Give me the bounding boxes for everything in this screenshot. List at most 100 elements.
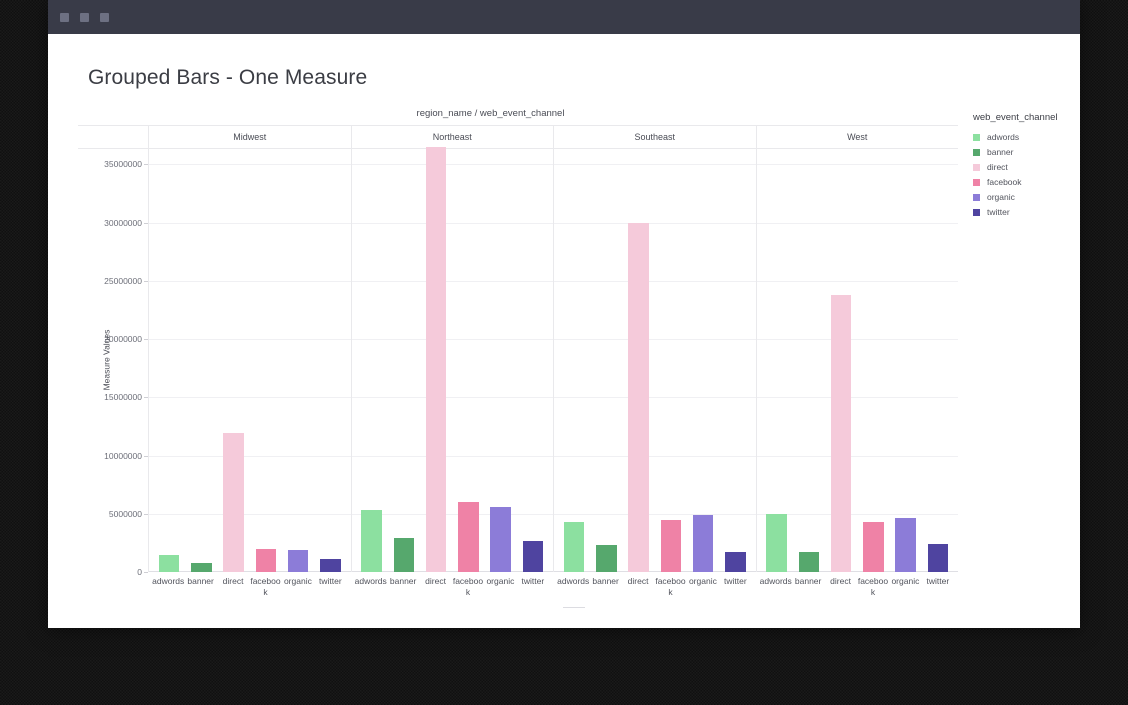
facet-header-west: West bbox=[847, 132, 868, 142]
bar-southeast-organic[interactable] bbox=[692, 514, 714, 572]
chart-title: region_name / web_event_channel bbox=[416, 108, 565, 119]
gridline bbox=[756, 513, 958, 515]
x-axis-tick-twitter: twitter bbox=[521, 576, 545, 586]
gridline bbox=[351, 397, 553, 399]
legend-item-organic[interactable]: organic bbox=[973, 192, 1128, 202]
bar-northeast-facebook[interactable] bbox=[458, 502, 479, 572]
bar-west-direct[interactable] bbox=[830, 294, 852, 572]
bar-cell bbox=[825, 147, 857, 572]
legend-label: banner bbox=[987, 147, 1014, 157]
facet-header-midwest: Midwest bbox=[149, 126, 352, 148]
bar-cell bbox=[857, 147, 889, 572]
bar-midwest-facebook[interactable] bbox=[255, 548, 277, 572]
legend-swatch-icon bbox=[973, 178, 980, 186]
gridline bbox=[149, 397, 351, 399]
legend-item-twitter[interactable]: twitter bbox=[973, 207, 1128, 217]
facet-panel-midwest bbox=[149, 147, 352, 572]
gridline bbox=[554, 455, 756, 457]
legend-swatch-icon bbox=[973, 148, 980, 156]
gridline bbox=[554, 164, 756, 166]
gridline bbox=[351, 222, 553, 224]
legend-item-facebook[interactable]: facebook bbox=[973, 177, 1128, 187]
legend-title: web_event_channel bbox=[973, 112, 1058, 123]
gridline bbox=[149, 280, 351, 282]
app-window: Grouped Bars - One Measure region_name /… bbox=[48, 0, 1080, 628]
bar-southeast-direct[interactable] bbox=[628, 222, 649, 572]
bar-northeast-organic[interactable] bbox=[490, 506, 511, 572]
bar-cell bbox=[185, 147, 217, 572]
gridline bbox=[756, 164, 958, 166]
bar-group bbox=[149, 147, 351, 572]
bar-cell bbox=[517, 147, 549, 572]
facet-panel-west bbox=[756, 147, 959, 572]
bar-west-adwords[interactable] bbox=[766, 513, 787, 572]
legend-swatch-icon bbox=[973, 193, 980, 201]
bar-midwest-organic[interactable] bbox=[287, 549, 309, 572]
gridline bbox=[554, 222, 756, 224]
gridline bbox=[554, 513, 756, 515]
bar-midwest-direct[interactable] bbox=[223, 433, 244, 572]
x-axis-panel-west: adwords banner direct facebook organic twitte… bbox=[756, 572, 959, 608]
x-axis-tick-direct: direct bbox=[425, 576, 446, 586]
bar-cell bbox=[719, 147, 751, 572]
bar-west-twitter[interactable] bbox=[927, 544, 949, 572]
bar-northeast-banner[interactable] bbox=[393, 538, 415, 572]
x-axis-tick-banner: banner bbox=[389, 576, 417, 586]
gridline bbox=[756, 280, 958, 282]
bar-cell bbox=[922, 147, 954, 572]
window-dot-3-icon[interactable] bbox=[100, 12, 109, 22]
chart-container: region_name / web_event_channel Midwest … bbox=[48, 108, 1080, 608]
facet-header-northeast: Northeast bbox=[352, 126, 554, 148]
x-axis-tick-organic: organic bbox=[891, 576, 920, 586]
bar-west-organic[interactable] bbox=[895, 518, 916, 572]
y-axis-tick: 5000000 bbox=[108, 508, 149, 519]
bar-cell bbox=[558, 147, 590, 572]
x-axis-panel-northeast: adwords banner direct facebook organic twitte… bbox=[351, 572, 554, 608]
y-axis-tick: 0 bbox=[137, 567, 148, 577]
gridline bbox=[149, 339, 351, 341]
axis-baseline bbox=[756, 571, 958, 572]
bar-southeast-adwords[interactable] bbox=[563, 521, 585, 572]
y-axis-tick: 15000000 bbox=[104, 392, 148, 403]
bar-cell bbox=[793, 147, 825, 572]
bar-cell bbox=[655, 147, 687, 572]
x-axis-tick-adwords: adwords bbox=[152, 576, 185, 586]
bar-cell bbox=[314, 147, 346, 572]
x-axis-tick-facebook: facebook bbox=[655, 576, 686, 597]
bar-midwest-adwords[interactable] bbox=[158, 555, 180, 572]
legend-label: organic bbox=[987, 192, 1015, 202]
bar-northeast-direct[interactable] bbox=[425, 147, 447, 572]
gridline bbox=[149, 222, 351, 224]
x-axis-panel-southeast: adwords banner direct facebook organic twitte… bbox=[553, 572, 756, 608]
bar-northeast-adwords[interactable] bbox=[361, 509, 382, 572]
legend-item-banner[interactable]: banner bbox=[973, 147, 1128, 157]
bar-midwest-banner[interactable] bbox=[191, 562, 212, 572]
window-dot-2-icon[interactable] bbox=[80, 12, 89, 22]
bar-group bbox=[352, 147, 554, 572]
bar-midwest-twitter[interactable] bbox=[320, 558, 341, 572]
bar-west-banner[interactable] bbox=[798, 552, 820, 572]
x-axis-tick-adwords: adwords bbox=[557, 576, 590, 586]
legend-item-adwords[interactable]: adwords bbox=[973, 132, 1128, 142]
bar-northeast-twitter[interactable] bbox=[522, 540, 544, 572]
legend-swatch-icon bbox=[973, 163, 980, 171]
x-axis-tick-facebook: facebook bbox=[452, 576, 484, 597]
window-dot-1-icon[interactable] bbox=[60, 12, 69, 22]
facet-panel-southeast bbox=[554, 147, 757, 572]
legend-item-direct[interactable]: direct bbox=[973, 162, 1128, 172]
bar-southeast-banner[interactable] bbox=[596, 545, 617, 572]
facet-header-southeast: Southeast bbox=[554, 126, 757, 148]
bar-cell bbox=[890, 147, 922, 572]
x-axis-spacer bbox=[78, 572, 148, 608]
x-axis-panel-midwest: adwords banner direct facebook organic twitte… bbox=[148, 572, 351, 608]
bar-southeast-facebook[interactable] bbox=[660, 519, 682, 572]
facet-panels bbox=[148, 147, 958, 572]
bar-cell bbox=[623, 147, 655, 572]
gridline bbox=[351, 164, 553, 166]
bar-group bbox=[757, 147, 959, 572]
bar-southeast-twitter[interactable] bbox=[725, 552, 746, 572]
x-axis-tick-facebook: facebook bbox=[857, 576, 889, 597]
window-titlebar bbox=[48, 0, 1080, 34]
bar-west-facebook[interactable] bbox=[863, 521, 884, 572]
bar-cell bbox=[590, 147, 622, 572]
